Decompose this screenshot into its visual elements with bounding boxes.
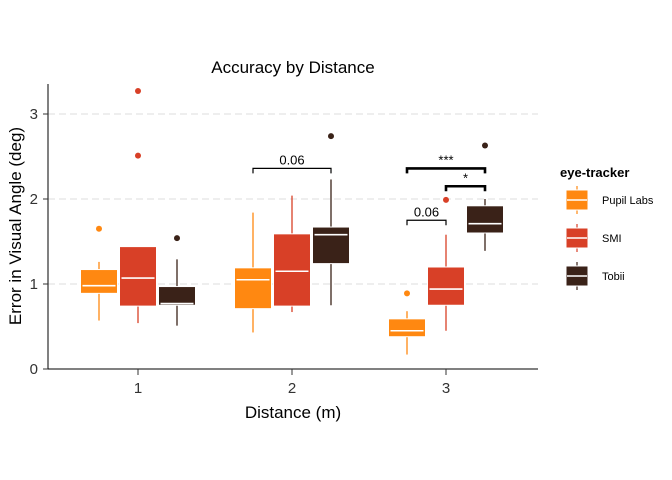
box-body bbox=[388, 318, 426, 338]
x-tick-label-3: 3 bbox=[442, 380, 450, 397]
x-tick-label-2: 2 bbox=[288, 380, 296, 397]
box-body bbox=[466, 205, 504, 234]
outlier-point bbox=[328, 133, 334, 140]
box-body bbox=[312, 226, 350, 265]
bracket-label: * bbox=[463, 170, 468, 185]
outlier-point bbox=[96, 225, 102, 232]
legend-item-smi: SMI bbox=[565, 224, 622, 252]
box-tobii-1 bbox=[158, 235, 196, 326]
box-body bbox=[234, 267, 272, 310]
legend: eye-tracker Pupil Labs SMI Tobii bbox=[560, 165, 654, 290]
x-axis-title: Distance (m) bbox=[245, 403, 341, 422]
outlier-point bbox=[135, 152, 141, 159]
legend-label: SMI bbox=[602, 233, 622, 245]
box-body bbox=[80, 269, 118, 294]
box-body bbox=[158, 286, 196, 306]
y-tick-label-3: 3 bbox=[30, 106, 38, 123]
box-smi-3 bbox=[427, 196, 465, 331]
box-pupil-labs-3 bbox=[388, 290, 426, 355]
legend-item-pupil-labs: Pupil Labs bbox=[565, 186, 654, 214]
legend-item-tobii: Tobii bbox=[565, 262, 625, 290]
bracket-line bbox=[444, 184, 487, 192]
box-layer bbox=[80, 88, 504, 355]
chart-title: Accuracy by Distance bbox=[211, 58, 374, 77]
significance-bracket-1: 0.06 bbox=[406, 204, 447, 226]
outlier-point bbox=[135, 88, 141, 95]
bracket-line bbox=[252, 167, 332, 174]
x-tick-label-1: 1 bbox=[134, 380, 142, 397]
outlier-point bbox=[443, 196, 449, 203]
box-smi-2 bbox=[273, 195, 311, 313]
significance-bracket-0: 0.06 bbox=[252, 152, 332, 174]
bracket-label: 0.06 bbox=[414, 204, 439, 219]
outlier-point bbox=[482, 142, 488, 149]
annotation-layer: 0.060.06**** bbox=[252, 152, 487, 226]
significance-bracket-2: * bbox=[444, 170, 487, 192]
box-body bbox=[427, 266, 465, 306]
box-body bbox=[119, 246, 157, 307]
y-axis-title: Error in Visual Angle (deg) bbox=[6, 127, 25, 325]
legend-title: eye-tracker bbox=[560, 165, 629, 180]
significance-bracket-3: *** bbox=[405, 152, 487, 174]
bracket-label: 0.06 bbox=[279, 152, 304, 167]
y-tick-label-1: 1 bbox=[30, 276, 38, 293]
bracket-line bbox=[406, 219, 447, 226]
y-tick-label-2: 2 bbox=[30, 191, 38, 208]
box-pupil-labs-1 bbox=[80, 225, 118, 321]
bracket-line bbox=[405, 167, 487, 174]
box-pupil-labs-2 bbox=[234, 212, 272, 333]
legend-label: Tobii bbox=[602, 271, 625, 283]
box-smi-1 bbox=[119, 88, 157, 324]
bracket-label: *** bbox=[438, 152, 453, 167]
box-tobii-2 bbox=[312, 133, 350, 306]
box-body bbox=[273, 233, 311, 307]
box-tobii-3 bbox=[466, 142, 504, 251]
legend-label: Pupil Labs bbox=[602, 195, 654, 207]
tick-layer: 0 1 2 3 1 2 3 bbox=[30, 106, 451, 397]
outlier-point bbox=[174, 235, 180, 242]
y-tick-label-0: 0 bbox=[30, 361, 38, 378]
axis-layer bbox=[47, 84, 538, 370]
outlier-point bbox=[404, 290, 410, 297]
